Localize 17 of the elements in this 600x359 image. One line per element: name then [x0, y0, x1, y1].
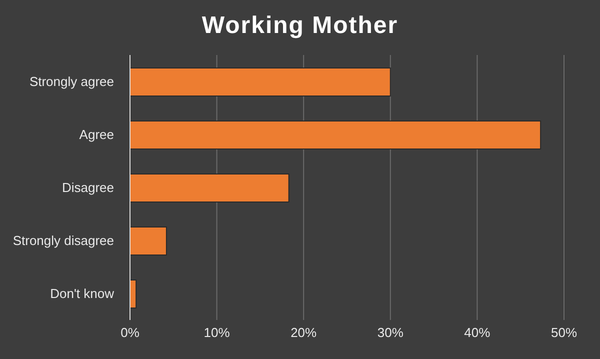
y-tick-label: Disagree [62, 180, 114, 196]
bar [130, 120, 542, 150]
y-tick-label: Strongly agree [29, 74, 114, 90]
x-tick-label: 0% [120, 325, 140, 340]
y-tick-label: Agree [79, 127, 114, 142]
y-tick-label: Strongly disagree [12, 233, 114, 248]
chart-title: Working Mother [200, 12, 400, 40]
x-tick-label: 10% [204, 325, 230, 340]
bar [130, 174, 290, 202]
x-tick-label: 30% [377, 325, 404, 340]
x-tick-label: 40% [464, 325, 491, 340]
x-tick-label: 50% [550, 325, 578, 340]
y-tick-label: Don't know [50, 286, 115, 302]
bar [130, 68, 391, 96]
bar [130, 280, 137, 308]
bar [130, 226, 167, 256]
x-tick-label: 20% [290, 325, 318, 340]
